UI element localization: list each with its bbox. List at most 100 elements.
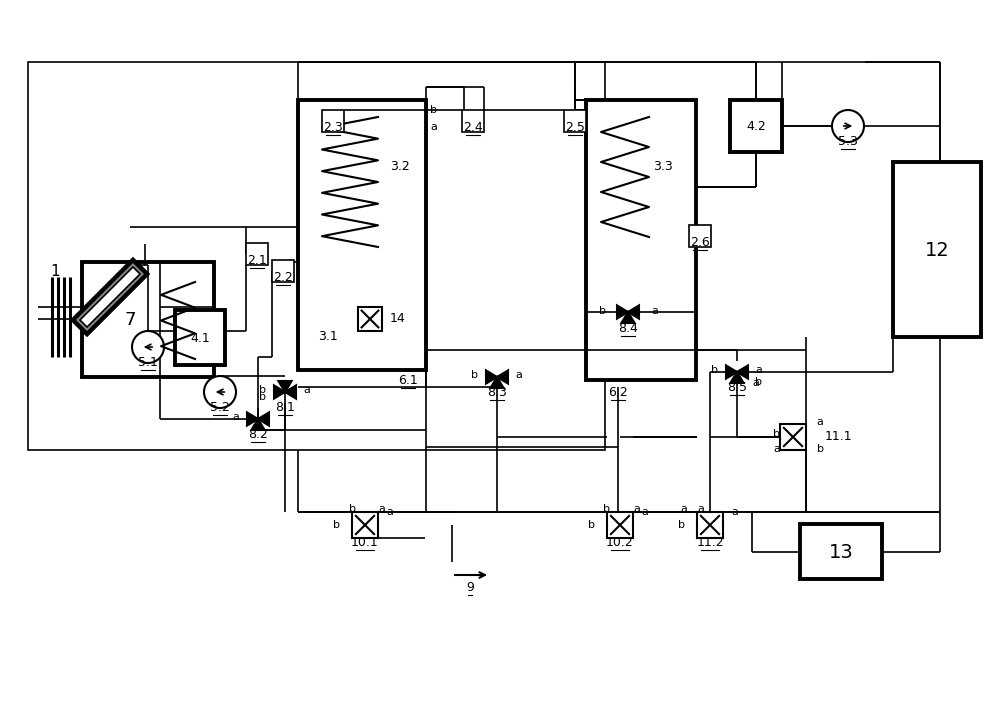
Bar xyxy=(689,225,711,247)
Text: 7: 7 xyxy=(124,311,136,329)
Bar xyxy=(175,310,225,365)
Text: a: a xyxy=(633,504,640,514)
Text: a: a xyxy=(430,122,437,132)
Text: b: b xyxy=(816,444,824,454)
Polygon shape xyxy=(497,370,508,384)
Text: b: b xyxy=(756,377,763,387)
Polygon shape xyxy=(274,385,285,398)
Text: a: a xyxy=(378,504,385,514)
Text: 9: 9 xyxy=(466,581,474,594)
Text: 8.1: 8.1 xyxy=(275,401,295,414)
Text: 10.2: 10.2 xyxy=(606,536,634,549)
Text: 11.1: 11.1 xyxy=(825,430,853,443)
Text: 4.2: 4.2 xyxy=(746,119,766,132)
Text: 2.4: 2.4 xyxy=(463,121,483,134)
Text: 6.2: 6.2 xyxy=(608,386,628,399)
Text: 3.1: 3.1 xyxy=(318,331,338,343)
Text: b: b xyxy=(430,105,437,115)
Text: a: a xyxy=(387,507,393,517)
Text: b: b xyxy=(588,520,595,530)
Text: 6.1: 6.1 xyxy=(398,374,418,387)
Bar xyxy=(586,100,696,380)
Text: 8.5: 8.5 xyxy=(727,381,747,394)
Bar xyxy=(28,62,605,450)
Polygon shape xyxy=(617,305,628,318)
Text: a: a xyxy=(681,504,687,514)
Text: 5.2: 5.2 xyxy=(210,401,230,414)
Polygon shape xyxy=(726,366,737,379)
Text: b: b xyxy=(600,306,606,316)
Polygon shape xyxy=(73,260,147,334)
Polygon shape xyxy=(278,381,292,392)
Bar xyxy=(780,424,806,450)
Circle shape xyxy=(204,376,236,408)
Text: b: b xyxy=(333,520,340,530)
Text: a: a xyxy=(697,504,704,514)
Polygon shape xyxy=(490,377,504,388)
Bar xyxy=(322,110,344,132)
Text: b: b xyxy=(260,385,266,395)
Text: b: b xyxy=(258,392,266,402)
Polygon shape xyxy=(247,412,258,425)
Text: 10.1: 10.1 xyxy=(351,536,379,549)
Text: 2.2: 2.2 xyxy=(273,271,293,284)
Text: 2.1: 2.1 xyxy=(247,254,267,267)
Bar xyxy=(730,100,782,152)
Text: 2.5: 2.5 xyxy=(565,121,585,134)
Text: b: b xyxy=(349,504,356,514)
Bar xyxy=(246,243,268,265)
Bar xyxy=(298,100,426,370)
Bar xyxy=(607,512,633,538)
Text: a: a xyxy=(304,385,310,395)
Bar xyxy=(352,512,378,538)
Text: 3.3: 3.3 xyxy=(653,161,673,174)
Bar xyxy=(462,110,484,132)
Text: b: b xyxy=(604,504,610,514)
Text: b: b xyxy=(773,429,780,439)
Text: a: a xyxy=(652,306,658,316)
Polygon shape xyxy=(628,305,639,318)
Text: 3.2: 3.2 xyxy=(390,161,410,174)
Circle shape xyxy=(832,110,864,142)
Bar xyxy=(564,110,586,132)
Text: a: a xyxy=(817,417,823,427)
Text: 11.2: 11.2 xyxy=(696,536,724,549)
Bar xyxy=(800,524,882,579)
Text: 8.2: 8.2 xyxy=(248,428,268,441)
Text: 5.1: 5.1 xyxy=(138,356,158,369)
Bar xyxy=(697,512,723,538)
Circle shape xyxy=(132,331,164,363)
Bar xyxy=(358,307,382,331)
Text: 2.3: 2.3 xyxy=(323,121,343,134)
Text: b: b xyxy=(472,370,479,380)
Text: a: a xyxy=(642,507,648,517)
Text: 14: 14 xyxy=(390,313,406,326)
Text: 13: 13 xyxy=(829,542,853,561)
Polygon shape xyxy=(285,385,296,398)
Text: 2.6: 2.6 xyxy=(690,236,710,249)
Text: 8.4: 8.4 xyxy=(618,322,638,335)
Text: a: a xyxy=(732,507,738,517)
Text: 4.1: 4.1 xyxy=(190,332,210,345)
Text: a: a xyxy=(516,370,522,380)
Polygon shape xyxy=(486,370,497,384)
Polygon shape xyxy=(730,372,744,383)
Text: 1: 1 xyxy=(50,265,60,279)
Text: 8.3: 8.3 xyxy=(487,386,507,399)
Text: a: a xyxy=(753,378,759,388)
Text: a: a xyxy=(756,365,762,375)
Text: 12: 12 xyxy=(925,241,949,260)
Text: b: b xyxy=(712,365,718,375)
Polygon shape xyxy=(737,366,748,379)
Text: b: b xyxy=(678,520,685,530)
Polygon shape xyxy=(80,267,140,327)
Bar xyxy=(272,260,294,282)
Text: 5.3: 5.3 xyxy=(838,135,858,148)
Polygon shape xyxy=(251,419,265,430)
Bar xyxy=(82,262,214,377)
Text: a: a xyxy=(233,412,239,422)
Text: a: a xyxy=(773,444,780,454)
Bar xyxy=(893,162,981,337)
Polygon shape xyxy=(621,312,635,323)
Polygon shape xyxy=(258,412,269,425)
